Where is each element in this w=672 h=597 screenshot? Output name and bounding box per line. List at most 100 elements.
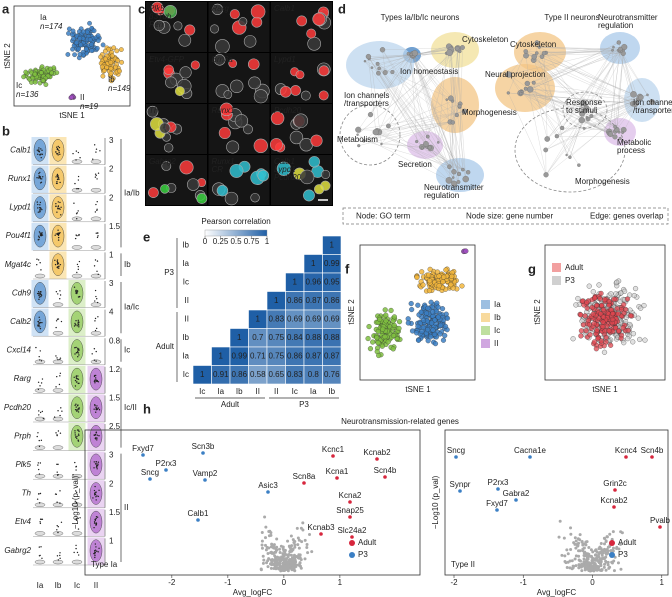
scale-label: 2 xyxy=(109,479,114,488)
cell-dot xyxy=(77,265,80,268)
network-edge xyxy=(521,42,619,92)
network-edge xyxy=(545,52,588,118)
cell-dot xyxy=(55,176,57,178)
plot-frame xyxy=(84,429,421,576)
gene-point xyxy=(300,540,304,544)
network-edge xyxy=(520,93,610,134)
cell-dot xyxy=(93,526,95,529)
cell-dot xyxy=(95,33,101,38)
cell-dot xyxy=(93,359,96,361)
cell-dot xyxy=(109,53,115,59)
cell-dot xyxy=(54,234,56,237)
module-label: regulation xyxy=(424,191,459,200)
network-node xyxy=(621,131,624,134)
cell-dot xyxy=(630,331,636,337)
cell-dot xyxy=(586,283,592,289)
cell-dot xyxy=(77,554,80,556)
gene-point xyxy=(600,568,604,572)
gene-point xyxy=(591,556,595,560)
gene-label: Calb1 xyxy=(188,509,209,518)
cell-dot xyxy=(429,309,436,315)
cell-dot xyxy=(113,64,118,70)
cell-dot xyxy=(37,211,40,213)
cell-dot xyxy=(96,434,99,436)
cell-dot xyxy=(78,324,80,326)
stain-label: Calb1 xyxy=(274,157,295,166)
row-label: Ia xyxy=(182,351,189,360)
gene-point xyxy=(293,543,297,547)
gene-point xyxy=(608,565,612,569)
cell-dot xyxy=(74,182,76,185)
network-node xyxy=(365,53,372,60)
cell-dot xyxy=(39,492,42,495)
network-edge xyxy=(525,88,640,98)
cell-dot xyxy=(38,323,40,325)
gene-point xyxy=(278,547,282,551)
cell-dot xyxy=(73,376,75,378)
cell-dot xyxy=(94,404,96,406)
network-edge xyxy=(520,51,620,94)
cell-value: 0.99 xyxy=(324,259,340,268)
gene-label: Snap25 xyxy=(336,506,364,515)
plot-name: Type Ia xyxy=(91,560,118,569)
network-edge xyxy=(414,53,447,100)
cell-dot xyxy=(40,518,42,521)
cell-dot xyxy=(589,304,595,310)
legend-swatch xyxy=(481,313,490,322)
cell-dot xyxy=(43,82,49,87)
panel-letter: a xyxy=(2,1,10,16)
cell-dot xyxy=(100,42,106,48)
cell-value: 0.87 xyxy=(324,351,340,360)
network-node xyxy=(646,93,649,97)
cell-dot xyxy=(388,307,394,314)
cell-dot xyxy=(73,202,75,204)
gene-point xyxy=(589,548,593,552)
gene-label: Etv4 xyxy=(15,517,32,526)
cell-value: 1 xyxy=(274,296,279,305)
cell-dot xyxy=(40,234,43,237)
cell-dot xyxy=(436,283,442,289)
cell-dot xyxy=(77,296,80,298)
cell-dot xyxy=(40,181,43,183)
gene-point xyxy=(303,557,307,561)
cell-value: 0.86 xyxy=(324,296,340,305)
cell-dot xyxy=(96,301,99,304)
cell-dot xyxy=(93,461,95,463)
cell-dot xyxy=(614,305,620,312)
cell-dot xyxy=(76,410,78,412)
gene-point xyxy=(291,556,295,560)
network-node xyxy=(406,51,411,56)
row-label: Ic xyxy=(183,277,189,286)
network-node xyxy=(377,66,381,71)
cell-dot xyxy=(78,407,80,409)
cell-dot xyxy=(56,501,58,503)
cell-dot xyxy=(405,320,411,326)
gene-point xyxy=(348,515,352,519)
cell-value: 1 xyxy=(311,259,316,268)
gene-point xyxy=(604,540,608,544)
cell-dot xyxy=(117,68,122,74)
network-node xyxy=(363,60,367,63)
cell-dot xyxy=(77,323,79,325)
cell-dot xyxy=(57,229,59,231)
cell-dot xyxy=(56,375,58,378)
cell-dot xyxy=(76,46,81,52)
cell-dot xyxy=(94,374,97,377)
cell-dot xyxy=(56,146,58,148)
gene-point xyxy=(319,532,323,536)
gene-label: Fxyd7 xyxy=(486,499,508,508)
neuron xyxy=(290,85,301,96)
cell-dot xyxy=(37,462,40,464)
cell-dot xyxy=(96,298,98,300)
gene-point xyxy=(308,532,312,536)
cell-dot xyxy=(78,234,80,237)
gene-point xyxy=(148,477,152,481)
network-edge xyxy=(539,46,623,51)
cell-dot xyxy=(96,208,98,210)
cell-dot xyxy=(391,333,397,339)
stain-label: Th xyxy=(149,106,159,115)
cell-dot xyxy=(74,379,77,382)
cell-dot xyxy=(78,42,84,48)
network-edge xyxy=(458,47,463,174)
cell-dot xyxy=(578,312,584,318)
